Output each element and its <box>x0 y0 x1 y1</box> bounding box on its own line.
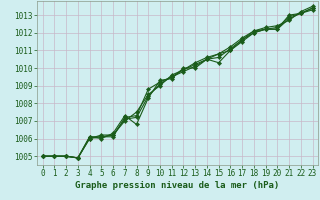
X-axis label: Graphe pression niveau de la mer (hPa): Graphe pression niveau de la mer (hPa) <box>76 181 280 190</box>
